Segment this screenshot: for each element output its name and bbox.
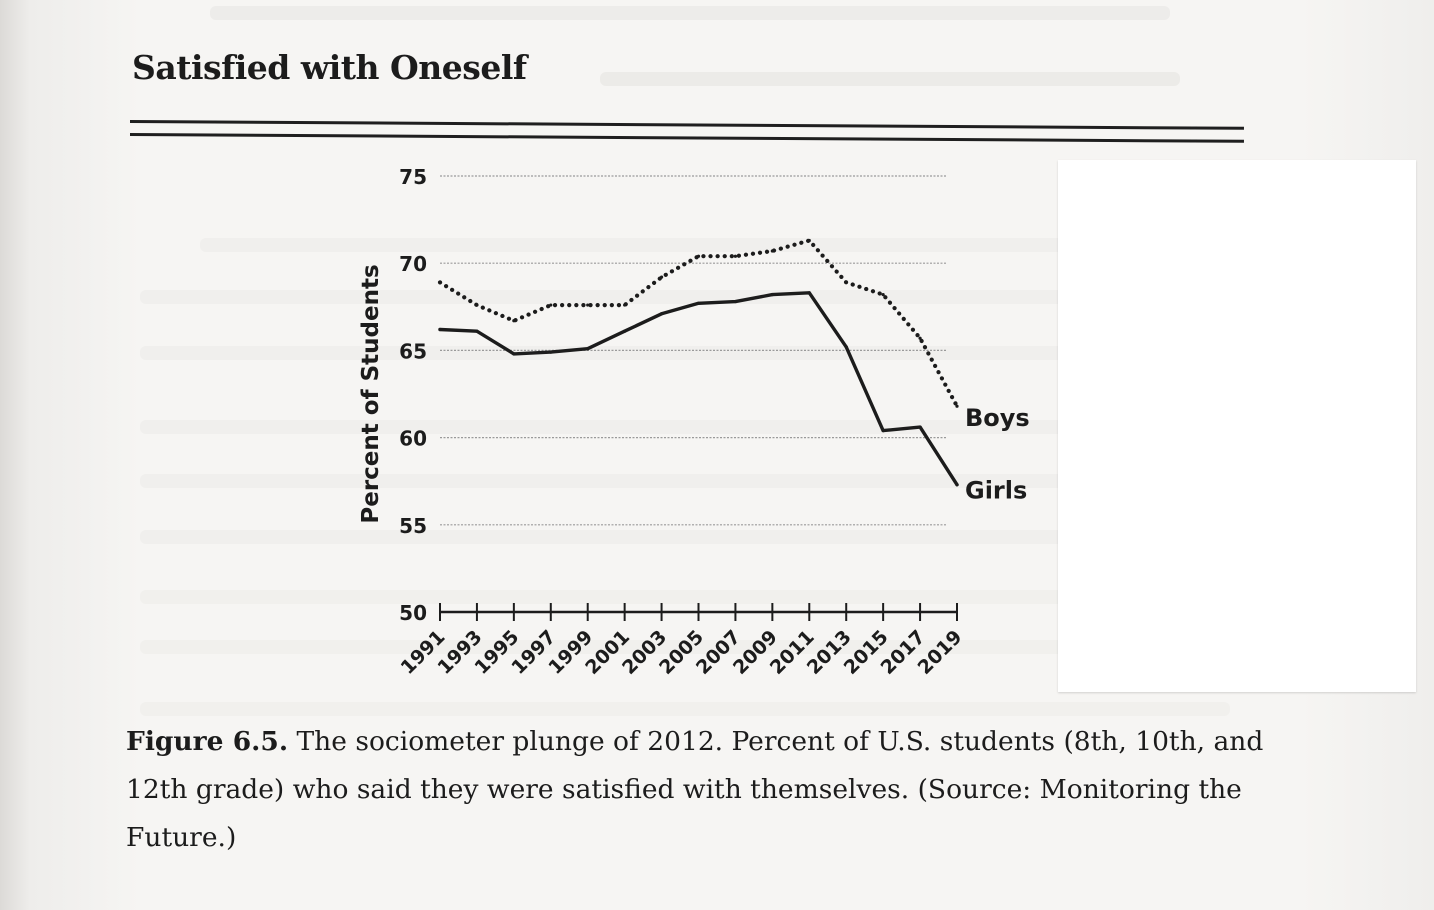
data-point-girls xyxy=(733,299,738,304)
series-line-girls xyxy=(438,291,959,487)
y-tick-label: 65 xyxy=(399,339,427,363)
data-point-girls xyxy=(475,329,479,333)
bleed-through-line xyxy=(140,530,1230,544)
y-axis-label: Percent of Students xyxy=(358,264,384,523)
bleed-through-line xyxy=(140,702,1230,716)
data-point-boys xyxy=(844,280,848,284)
data-point-boys xyxy=(807,238,811,243)
data-point-girls xyxy=(844,345,848,349)
data-point-boys xyxy=(623,303,627,307)
data-point-boys xyxy=(586,303,590,307)
bleed-through-line xyxy=(140,290,1230,304)
series-line-boys xyxy=(437,238,960,409)
data-point-boys xyxy=(512,319,516,323)
data-point-girls xyxy=(438,327,442,332)
data-point-boys xyxy=(733,254,738,258)
data-point-boys xyxy=(438,280,442,284)
bleed-through-line xyxy=(200,238,1230,252)
figure-label: Figure 6.5. xyxy=(126,726,289,757)
data-point-boys xyxy=(696,254,701,258)
y-tick-label: 55 xyxy=(399,514,427,538)
y-tick-label: 70 xyxy=(399,252,427,276)
data-point-girls xyxy=(549,350,553,354)
data-point-boys xyxy=(659,275,664,279)
bleed-through-line xyxy=(600,72,1180,86)
data-point-girls xyxy=(512,352,516,356)
page-heading: Satisfied with Oneself xyxy=(132,48,527,87)
data-point-boys xyxy=(918,336,922,340)
data-point-boys xyxy=(549,303,553,307)
figure-caption-text: The sociometer plunge of 2012. Percent o… xyxy=(126,726,1264,853)
data-point-girls xyxy=(623,329,627,333)
data-point-boys xyxy=(955,404,959,408)
bleed-through-line xyxy=(140,346,1230,360)
data-point-girls xyxy=(955,483,959,487)
data-point-girls xyxy=(586,347,590,351)
y-tick-label: 75 xyxy=(399,165,427,189)
y-tick-label: 50 xyxy=(399,601,427,625)
data-point-girls xyxy=(696,301,701,305)
bleed-through-line xyxy=(140,640,1230,654)
data-point-girls xyxy=(807,291,811,295)
bleed-through-line xyxy=(210,6,1170,20)
figure-caption: Figure 6.5. The sociometer plunge of 201… xyxy=(126,718,1286,862)
y-tick-label: 60 xyxy=(399,427,427,451)
data-point-boys xyxy=(475,303,479,307)
data-point-girls xyxy=(770,292,774,297)
bleed-through-line xyxy=(140,590,1230,604)
series-label-girls: Girls xyxy=(965,477,1027,505)
series-label-boys: Boys xyxy=(965,404,1030,432)
blank-paper-patch xyxy=(1058,160,1416,692)
data-point-boys xyxy=(881,292,885,297)
data-point-girls xyxy=(881,429,885,433)
data-point-girls xyxy=(659,312,664,316)
bleed-through-line xyxy=(140,420,1230,434)
data-point-boys xyxy=(770,249,774,253)
data-point-girls xyxy=(918,425,922,429)
